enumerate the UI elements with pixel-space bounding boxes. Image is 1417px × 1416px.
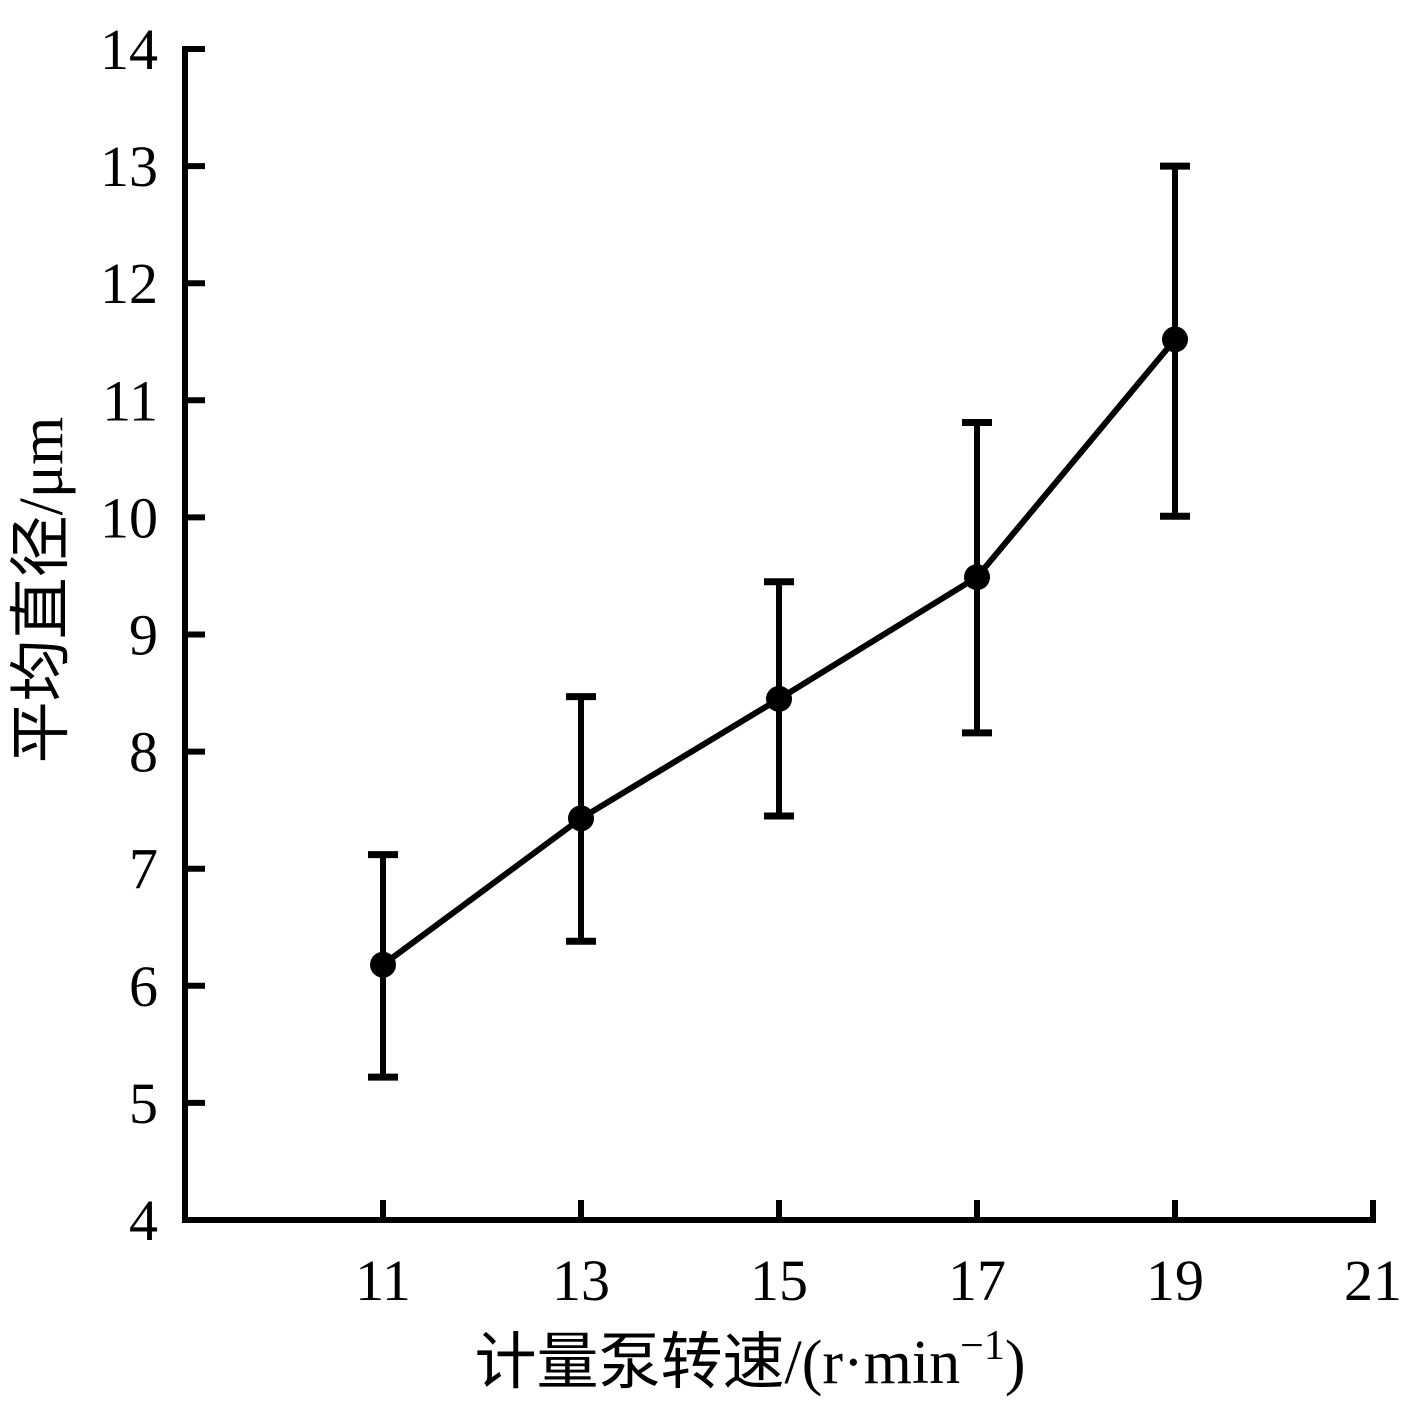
- x-axis-title-suffix: ): [1005, 1329, 1026, 1397]
- x-tick-label: 21: [1344, 1248, 1402, 1313]
- x-axis-title-base: 计量泵转速/(r·min: [475, 1329, 961, 1397]
- x-tick-label: 15: [750, 1248, 808, 1313]
- y-tick-label: 7: [129, 837, 158, 902]
- data-point-marker: [766, 685, 792, 712]
- x-axis-title: 计量泵转速/(r·min−1): [475, 1323, 1026, 1397]
- y-tick-label: 11: [102, 368, 158, 433]
- y-tick-label: 4: [129, 1188, 158, 1253]
- x-tick-label: 19: [1146, 1248, 1204, 1313]
- y-tick-label: 13: [100, 134, 158, 199]
- data-point-marker: [370, 951, 396, 978]
- data-point-marker: [568, 805, 594, 832]
- x-tick-label: 11: [355, 1248, 411, 1313]
- y-tick-label: 5: [129, 1071, 158, 1136]
- x-axis-title-superscript: −1: [960, 1323, 1005, 1369]
- y-tick-label: 10: [100, 485, 158, 550]
- y-tick-label: 12: [100, 251, 158, 316]
- y-tick-label: 8: [129, 720, 158, 785]
- x-tick-label: 17: [948, 1248, 1006, 1313]
- y-tick-label: 6: [129, 954, 158, 1019]
- y-tick-label: 9: [129, 603, 158, 668]
- x-tick-label: 13: [552, 1248, 610, 1313]
- y-axis-title: 平均直径/μm: [8, 417, 76, 764]
- data-point-marker: [964, 564, 990, 591]
- y-tick-label: 14: [100, 17, 158, 82]
- data-point-marker: [1162, 326, 1188, 353]
